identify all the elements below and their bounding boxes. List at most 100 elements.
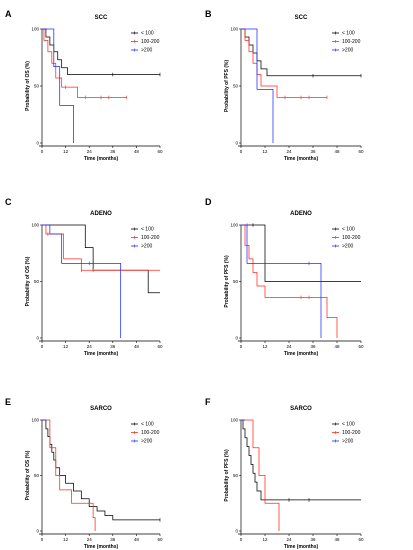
y-tick-label: 100 [230,418,238,423]
panel-title: SARCO [90,406,112,412]
y-tick-label: 0 [235,141,238,146]
panel-d: D ADENO 0 12 24 36 48 60 0 50 100 Time (months) Prob… [205,197,364,357]
panel-title: SARCO [290,406,312,412]
x-axis-label: Time (months) [284,156,319,162]
x-axis-label: Time (months) [284,544,319,550]
series-line-1 [241,28,327,98]
series-line-1 [42,224,160,271]
x-tick-label: 60 [157,149,163,154]
y-axis-label: Probability of OS (%) [25,61,31,111]
x-tick-label: 36 [310,537,316,542]
panel-letter: C [5,197,12,207]
legend-label: 100-200 [141,430,160,436]
x-tick-label: 0 [41,344,44,349]
x-tick-label: 36 [110,344,116,349]
x-tick-label: 48 [134,149,140,154]
series-line-2 [241,28,274,143]
y-axis-label: Probability of OS (%) [25,450,31,500]
y-tick-label: 50 [233,84,239,89]
y-tick-label: 50 [233,473,239,478]
legend-label: < 100 [342,31,355,37]
x-tick-label: 24 [286,537,292,542]
panel-letter: B [205,9,212,19]
x-axis-label: Time (months) [84,351,119,357]
legend-label: >200 [342,439,353,445]
legend-label: >200 [342,244,353,250]
y-tick-label: 100 [230,27,238,32]
series-line-1 [241,224,338,338]
panel-b: B SCC 0 12 24 36 48 60 0 50 100 Time (months) Probab… [205,9,364,162]
series-line-0 [241,28,361,77]
panel-letter: F [205,397,211,407]
series-line-2 [42,28,74,143]
series-line-1 [42,419,96,531]
x-tick-label: 24 [87,149,93,154]
x-tick-label: 0 [240,537,243,542]
x-tick-label: 0 [240,149,243,154]
x-tick-label: 12 [63,344,69,349]
y-tick-label: 100 [31,27,39,32]
legend-label: < 100 [342,422,355,428]
y-tick-label: 0 [36,141,39,146]
x-tick-label: 0 [41,149,44,154]
legend-label: >200 [141,48,152,54]
x-axis-label: Time (months) [284,351,319,357]
y-tick-label: 0 [235,336,238,341]
series-line-0 [42,224,160,294]
x-tick-label: 24 [87,537,93,542]
panel-title: ADENO [290,211,312,217]
x-tick-label: 60 [358,344,364,349]
legend-label: 100-200 [141,235,160,241]
legend-label: >200 [141,439,152,445]
legend-label: < 100 [342,227,355,233]
y-axis-label: Probability of PFS (%) [224,449,230,502]
y-tick-label: 50 [34,473,40,478]
x-tick-label: 36 [310,344,316,349]
x-tick-label: 0 [240,344,243,349]
y-tick-label: 50 [34,279,40,284]
series-line-0 [241,224,361,282]
y-tick-label: 100 [31,418,39,423]
x-tick-label: 12 [63,537,69,542]
x-tick-label: 24 [286,344,292,349]
x-tick-label: 48 [334,149,340,154]
panel-letter: E [5,397,11,407]
x-tick-label: 36 [110,537,116,542]
series-line-2 [42,224,122,338]
panel-title: ADENO [90,211,112,217]
x-tick-label: 12 [262,344,268,349]
x-tick-label: 36 [310,149,316,154]
legend-label: < 100 [141,227,154,233]
y-axis-label: Probability of OS (%) [25,256,31,306]
panel-f: F SARCO 0 12 24 36 48 60 0 50 100 Time (months) Prob… [205,397,364,550]
panel-title: SCC [95,15,108,21]
series-line-0 [42,28,160,75]
x-tick-label: 24 [87,344,93,349]
y-axis-label: Probability of PFS (%) [224,255,230,308]
legend-label: 100-200 [342,39,361,45]
y-tick-label: 50 [34,84,40,89]
panel-title: SCC [295,15,308,21]
y-tick-label: 100 [31,223,39,228]
x-tick-label: 12 [262,149,268,154]
x-tick-label: 48 [334,537,340,542]
x-tick-label: 0 [41,537,44,542]
x-tick-label: 48 [134,537,140,542]
panel-c: C ADENO 0 12 24 36 48 60 0 50 100 Time (months) Prob… [5,197,163,357]
panel-e: E SARCO 0 12 24 36 48 60 0 50 100 Time (months) Prob… [5,397,163,550]
y-tick-label: 50 [233,279,239,284]
legend-label: < 100 [141,31,154,37]
legend-label: >200 [141,244,152,250]
x-tick-label: 24 [286,149,292,154]
legend-label: 100-200 [141,39,160,45]
x-tick-label: 12 [262,537,268,542]
y-axis-label: Probability of PFS (%) [224,60,230,113]
series-line-0 [241,419,361,501]
legend-label: >200 [342,48,353,54]
x-axis-label: Time (months) [84,156,119,162]
y-tick-label: 0 [36,529,39,534]
legend-label: 100-200 [342,430,361,436]
x-tick-label: 60 [358,537,364,542]
legend-label: < 100 [141,422,154,428]
